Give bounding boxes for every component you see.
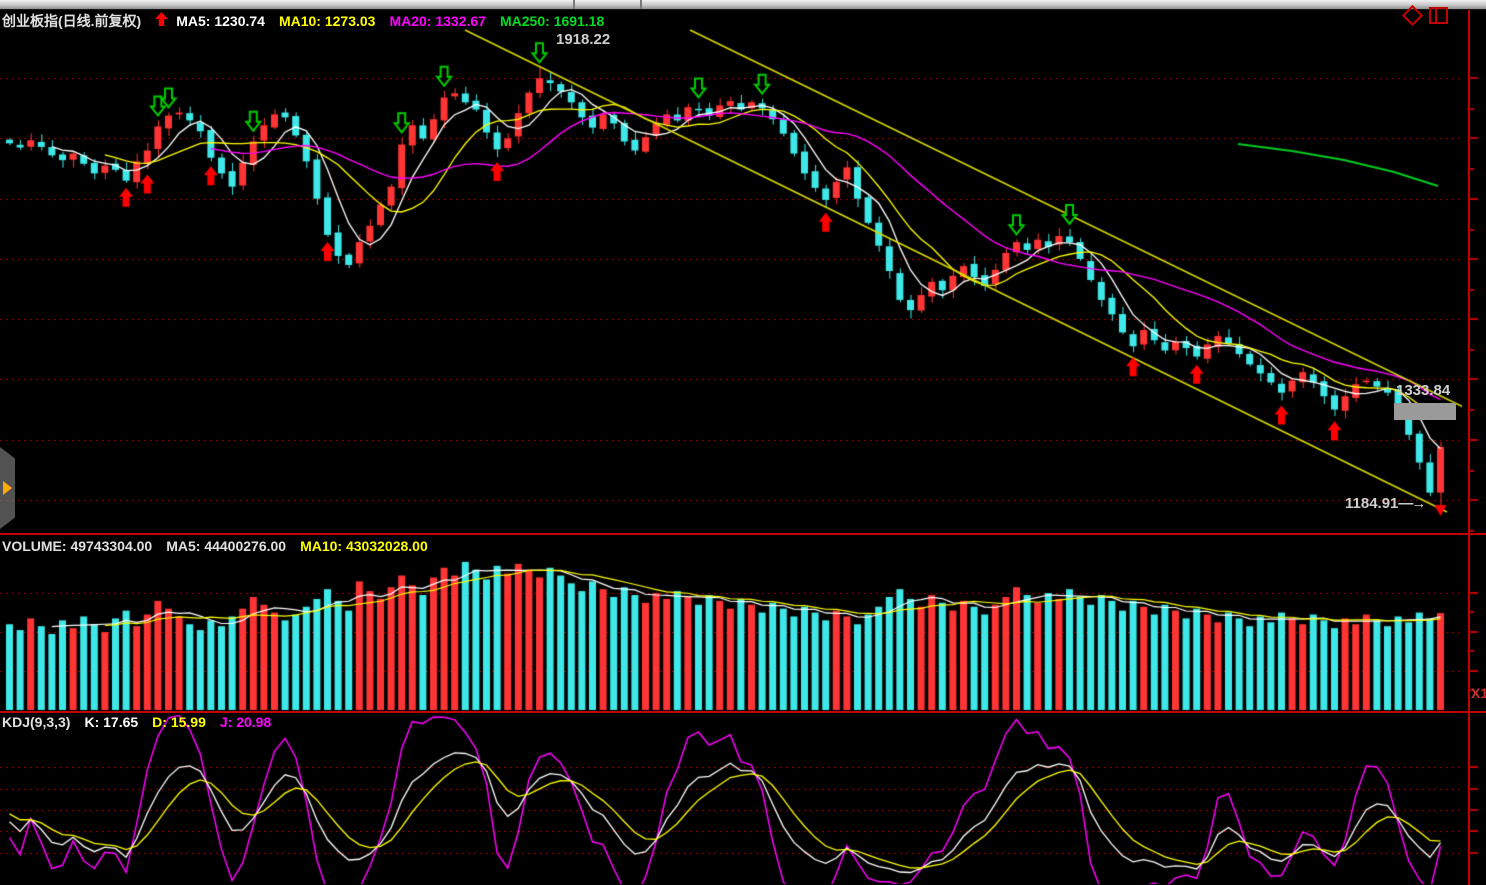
ma250-label: MA250: 1691.18 (499, 13, 605, 29)
split-window-icon[interactable] (1429, 7, 1448, 24)
pane-corner-icons (1401, 4, 1448, 27)
volume-ma5-label: MA5: 44400276.00 (166, 538, 287, 554)
volume-pane-header: VOLUME: 49743304.00 MA5: 44400276.00 MA10:… (2, 538, 442, 554)
ma20-label: MA20: 1332.67 (389, 13, 486, 29)
volume-unit-label: X1 (1471, 685, 1486, 701)
diamond-icon[interactable] (1401, 4, 1424, 27)
sidebar-expand-handle[interactable] (0, 447, 15, 529)
kdj-params-label: KDJ(9,3,3) (2, 714, 71, 730)
ma5-label: MA5: 1230.74 (176, 13, 265, 29)
price-pane-header: 创业板指(日线.前复权) MA5: 1230.74 MA10: 1273.03 MA2… (2, 11, 618, 31)
strip-divider (640, 0, 642, 9)
instrument-title: 创业板指(日线.前复权) (2, 13, 142, 29)
kdj-j-label: J: 20.98 (219, 714, 272, 730)
expand-arrow-icon (3, 481, 12, 495)
low-price-annotation: 1184.91—→ (1345, 495, 1426, 512)
kdj-pane-header: KDJ(9,3,3) K: 17.65 D: 15.99 J: 20.98 (2, 714, 285, 730)
pane-divider-1 (0, 533, 1486, 535)
right-axis-line (1468, 9, 1470, 885)
arrow-to-low-icon: —→ (1398, 495, 1426, 512)
volume-ma10-label: MA10: 43032028.00 (300, 538, 428, 554)
high-price-annotation: 1918.22 (556, 31, 611, 48)
price-marker-bar[interactable] (1394, 403, 1456, 420)
volume-value-label: VOLUME: 49743304.00 (2, 538, 153, 554)
pane-divider-2 (0, 711, 1486, 713)
window-top-strip (0, 0, 1486, 10)
strip-divider (573, 0, 575, 9)
price-marker-annotation: 1333.84 (1396, 382, 1451, 399)
kdj-d-label: D: 15.99 (152, 714, 206, 730)
kdj-k-label: K: 17.65 (84, 714, 139, 730)
up-trend-arrow-icon (155, 12, 169, 29)
ma10-label: MA10: 1273.03 (278, 13, 376, 29)
